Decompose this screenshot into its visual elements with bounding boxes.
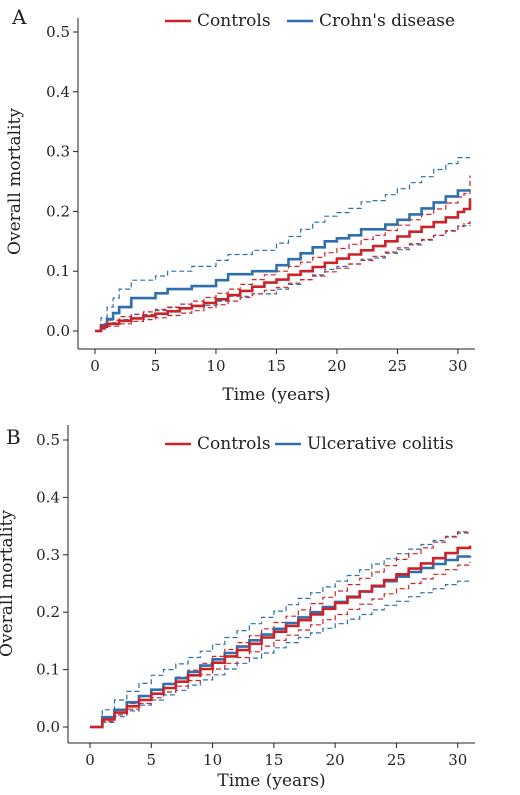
y-tick-label: 0.4	[46, 83, 70, 101]
series-disease-line	[90, 555, 472, 729]
x-tick-label: 15	[267, 357, 286, 375]
y-tick-label: 0.3	[36, 546, 60, 564]
y-tick-label: 0.3	[46, 143, 70, 161]
x-tick-label: 25	[387, 751, 406, 769]
x-tick-label: 10	[206, 357, 225, 375]
x-tick-label: 0	[85, 751, 95, 769]
x-tick-label: 10	[203, 751, 222, 769]
series-disease-ci-lower	[90, 580, 471, 728]
x-tick-label: 20	[327, 357, 346, 375]
panel-a: A 0.0 0.1 0.2 0.3 0.4 0.5 0 5 10 15 20 25 30 Time (yea…	[5, 5, 475, 405]
y-tick-label: 0.2	[36, 603, 60, 621]
y-axis-title: Overall mortality	[0, 510, 17, 657]
panel-label: A	[11, 5, 27, 29]
panel-label: B	[6, 425, 21, 449]
x-tick-label: 25	[388, 357, 407, 375]
series-controls-line	[90, 545, 472, 729]
series-disease-line	[95, 189, 470, 333]
legend-label: Crohn's disease	[319, 11, 455, 31]
y-tick-label: 0.1	[36, 661, 60, 679]
y-tick-label: 0.1	[46, 262, 70, 280]
legend-label: Controls	[197, 434, 271, 454]
x-tick-label: 30	[448, 751, 467, 769]
x-tick-label: 5	[147, 751, 157, 769]
legend: Controls Crohn's disease	[165, 11, 455, 31]
x-tick-label: 30	[448, 357, 467, 375]
panel-b: B 0.0 0.1 0.2 0.3 0.4 0.5 0 5 10 15 20 25 30 Time (yea…	[0, 425, 475, 791]
series-controls-ci-upper	[95, 175, 471, 332]
series-controls-line	[95, 198, 472, 333]
y-tick-label: 0.2	[46, 202, 70, 220]
legend-label: Ulcerative colitis	[307, 434, 454, 454]
x-tick-label: 0	[90, 357, 100, 375]
legend-label: Controls	[197, 11, 271, 31]
x-axis-title: Time (years)	[222, 385, 330, 405]
x-tick-label: 15	[264, 751, 283, 769]
legend: Controls Ulcerative colitis	[165, 434, 454, 454]
x-axis-title: Time (years)	[217, 771, 325, 791]
y-tick-label: 0.0	[36, 718, 60, 736]
series-controls-ci-lower	[90, 561, 471, 728]
y-tick-label: 0.5	[36, 431, 60, 449]
x-tick-label: 20	[326, 751, 345, 769]
y-tick-label: 0.0	[46, 322, 70, 340]
y-axis-title: Overall mortality	[5, 108, 25, 255]
x-tick-label: 5	[151, 357, 161, 375]
y-tick-label: 0.4	[36, 488, 60, 506]
series-disease-ci-upper	[90, 531, 471, 728]
y-tick-label: 0.5	[46, 23, 70, 41]
